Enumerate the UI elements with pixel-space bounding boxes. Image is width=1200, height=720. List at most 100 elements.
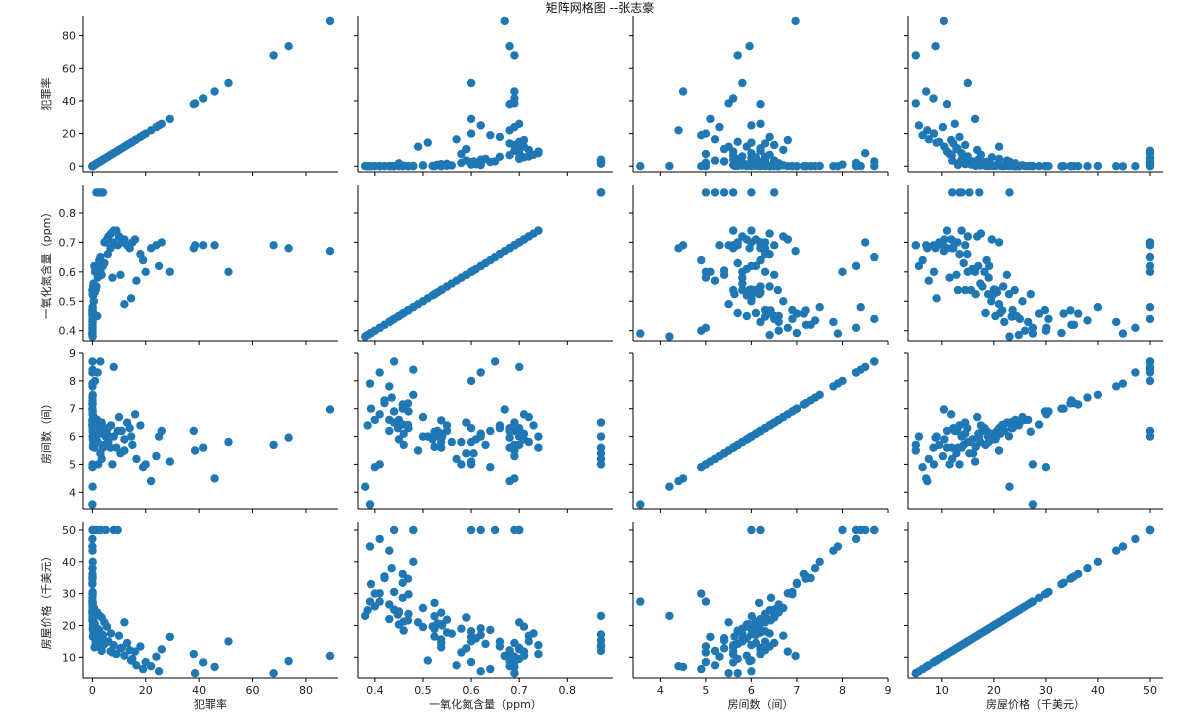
- point-r2-c0-72: [190, 446, 200, 455]
- point-r3-c1-56: [534, 641, 543, 650]
- point-r0-c3-98: [976, 161, 985, 170]
- y-tick-label: 0.8: [59, 207, 77, 220]
- point-r2-c1-86: [486, 463, 495, 472]
- point-r3-c1-44: [596, 611, 606, 621]
- point-r1-c3-81: [1028, 329, 1038, 338]
- point-r1-c2-43: [729, 188, 738, 197]
- point-r3-c0-73: [199, 658, 208, 667]
- point-r2-c0-70: [165, 457, 174, 466]
- point-r3-c0-85: [132, 661, 141, 670]
- point-r2-c2-104: [788, 407, 797, 416]
- point-r2-c1-31: [387, 393, 396, 402]
- point-r3-c0-77: [284, 656, 293, 666]
- point-r3-c0-17: [88, 579, 97, 589]
- point-r2-c1-25: [409, 390, 418, 399]
- point-r3-c2-83: [724, 618, 733, 627]
- point-r3-c1-30: [365, 542, 375, 551]
- point-r3-c3-106: [1023, 600, 1033, 609]
- point-r0-c1-62: [505, 139, 514, 148]
- point-r3-c1-29: [409, 525, 418, 535]
- point-r2-c3-70: [970, 457, 980, 466]
- point-r2-c3-7: [1026, 427, 1036, 436]
- point-r1-c2-28: [870, 314, 879, 324]
- y-tick-label: 60: [62, 62, 76, 75]
- point-r3-c3-25: [1093, 557, 1103, 566]
- point-r3-c3-92: [999, 615, 1008, 624]
- point-r1-c3-6: [1004, 290, 1014, 299]
- point-r2-c3-83: [994, 446, 1004, 455]
- point-r3-c2-73: [729, 658, 738, 667]
- point-r2-c1-70: [466, 457, 476, 466]
- point-r0-c2-67: [674, 126, 683, 135]
- point-r3-c3-84: [932, 656, 941, 665]
- point-r2-c1-96: [399, 440, 408, 450]
- point-r3-c3-31: [1083, 564, 1092, 573]
- point-r1-c3-78: [939, 247, 949, 256]
- point-r2-c1-103: [505, 443, 514, 452]
- point-r3-c1-42: [596, 630, 606, 639]
- point-r1-c2-102: [760, 250, 770, 259]
- point-r1-c1-102: [495, 250, 505, 259]
- point-r1-c3-89: [945, 273, 954, 282]
- point-r2-c0-89: [108, 460, 117, 469]
- point-r3-c2-46: [838, 525, 847, 535]
- point-r3-c3-98: [976, 629, 985, 638]
- point-r0-c3-30: [1118, 162, 1128, 171]
- y-tick-label: 20: [62, 128, 76, 141]
- point-r1-c0-97: [89, 285, 98, 294]
- point-r2-c0-81: [88, 500, 97, 509]
- point-r3-c1-81: [365, 597, 375, 606]
- point-r1-c3-23: [995, 308, 1005, 318]
- point-r2-c2-88: [719, 449, 729, 458]
- point-r1-c1-106: [385, 317, 394, 327]
- point-r3-c0-101: [95, 625, 104, 635]
- point-r2-c1-29: [409, 365, 418, 374]
- point-r1-c3-7: [1026, 290, 1036, 299]
- point-r0-c2-50: [861, 149, 870, 158]
- point-r3-c1-4: [398, 569, 407, 579]
- point-r3-c0-105: [88, 573, 97, 583]
- point-r3-c1-85: [452, 661, 461, 670]
- point-r0-c2-70: [706, 114, 715, 124]
- point-r0-c1-66: [466, 129, 476, 138]
- point-r3-c2-86: [697, 664, 706, 674]
- point-r1-c3-95: [1008, 305, 1017, 315]
- x-tick-label: 9: [885, 684, 892, 697]
- point-r2-c3-55: [976, 421, 986, 430]
- point-r3-c0-51: [113, 525, 122, 535]
- point-r2-c0-48: [96, 357, 105, 366]
- point-r2-c1-101: [486, 426, 495, 436]
- point-r2-c1-47: [476, 368, 485, 377]
- point-r1-c0-101: [95, 255, 104, 265]
- point-r0-c2-104: [788, 162, 797, 171]
- point-r2-c1-18: [375, 410, 384, 419]
- point-r1-c2-18: [783, 323, 792, 332]
- point-r3-c0-65: [136, 642, 145, 651]
- point-r2-c0-62: [125, 424, 134, 433]
- point-r2-c1-100: [471, 435, 481, 444]
- point-r1-c3-94: [1018, 297, 1027, 306]
- point-r1-c2-78: [791, 247, 800, 256]
- point-r2-c0-88: [116, 449, 125, 458]
- point-r3-c0-71: [189, 649, 198, 659]
- point-r2-c0-86: [138, 463, 148, 472]
- point-r1-c2-96: [733, 308, 742, 318]
- point-r3-c2-45: [710, 646, 720, 656]
- point-r3-c1-106: [385, 600, 394, 609]
- point-r3-c2-47: [851, 525, 861, 535]
- point-r1-c2-15: [774, 326, 783, 335]
- point-r0-c1-64: [519, 135, 529, 145]
- point-r0-c3-66: [929, 129, 939, 138]
- point-r2-c1-82: [361, 482, 370, 491]
- point-r0-c3-51: [1145, 146, 1155, 155]
- point-r1-c3-96: [981, 308, 990, 318]
- point-r1-c3-30: [1118, 329, 1128, 338]
- point-r2-c0-73: [199, 443, 208, 452]
- point-r3-c2-64: [783, 647, 792, 656]
- point-r3-c2-102: [760, 637, 770, 646]
- point-r2-c1-98: [447, 437, 456, 447]
- point-r1-c2-29: [856, 303, 865, 312]
- panel-r3-c0: 0 20 40 60 80 10 20 30 40 50 犯罪率 房屋价格（千美元）: [39, 522, 338, 711]
- y-tick-label: 40: [62, 556, 76, 569]
- x-tick-label: 0: [89, 684, 96, 697]
